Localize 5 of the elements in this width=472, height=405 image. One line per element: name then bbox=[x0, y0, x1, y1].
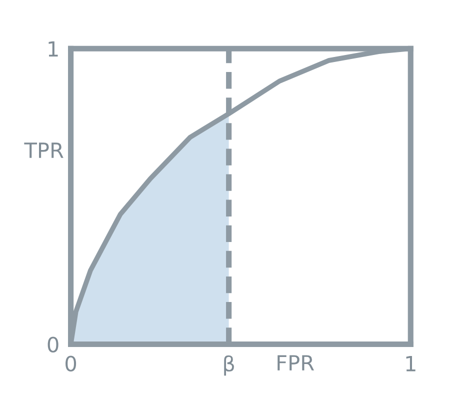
x-tick-label: 1 bbox=[406, 356, 416, 372]
x-tick-label: β bbox=[224, 355, 234, 376]
x-tick-label: 0 bbox=[66, 356, 76, 372]
y-axis-title: TPR bbox=[24, 142, 64, 158]
x-axis-title: FPR bbox=[278, 355, 314, 370]
